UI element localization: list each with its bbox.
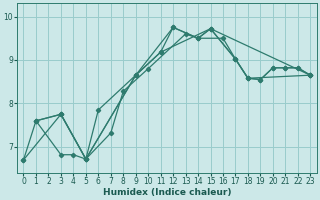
X-axis label: Humidex (Indice chaleur): Humidex (Indice chaleur) (103, 188, 231, 197)
